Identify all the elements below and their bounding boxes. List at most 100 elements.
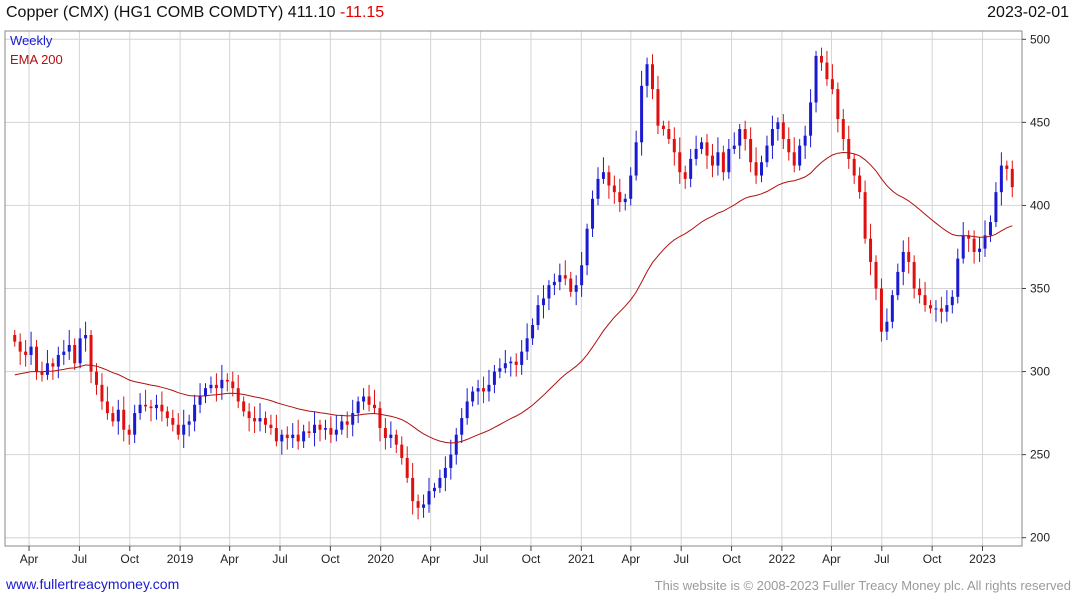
candle-body: [1010, 168, 1014, 188]
candle-body: [749, 138, 753, 163]
candle-body: [760, 162, 764, 176]
x-tick-label: Jul: [72, 552, 87, 566]
y-axis: 200 250 300 350 400 450 500: [1022, 32, 1050, 545]
candle-body: [700, 142, 704, 149]
candle-body: [51, 363, 55, 367]
candle-body: [591, 198, 595, 229]
candle-body: [465, 401, 469, 419]
candle-body: [193, 404, 197, 422]
candle-body: [967, 235, 971, 239]
candle-body: [247, 411, 251, 419]
candle-body: [787, 138, 791, 153]
candle-body: [280, 434, 284, 442]
copyright-text: This website is © 2008-2023 Fuller Treac…: [654, 578, 1071, 593]
candle-body: [552, 281, 556, 286]
candle-body: [160, 404, 164, 412]
candle-body: [596, 178, 600, 199]
candle-body: [961, 235, 965, 259]
candle-body: [225, 379, 229, 382]
candle-body: [449, 454, 453, 468]
chart-date: 2023-02-01: [987, 4, 1069, 21]
candle-body: [727, 148, 731, 173]
candle-body: [939, 308, 943, 312]
candle-body: [236, 388, 240, 402]
candle-body: [67, 344, 71, 352]
candle-body: [56, 354, 60, 367]
candle-body: [732, 145, 736, 149]
x-tick-label: Apr: [421, 552, 440, 566]
candle-body: [558, 275, 562, 282]
x-tick-label: Oct: [120, 552, 139, 566]
candle-body: [509, 361, 513, 364]
ema-200-line: [14, 151, 1013, 444]
candle-body: [62, 351, 66, 355]
candle-body: [133, 413, 137, 435]
candle-body: [78, 338, 82, 364]
candle-body: [427, 491, 431, 505]
candle-body: [901, 251, 905, 272]
x-tick-label: Apr: [220, 552, 239, 566]
x-tick-label: 2022: [769, 552, 796, 566]
candle-body: [487, 384, 491, 392]
candle-body: [400, 444, 404, 458]
candle-body: [372, 404, 376, 409]
candle-body: [334, 429, 338, 435]
candle-body: [18, 341, 22, 352]
candle-body: [983, 235, 987, 249]
candle-body: [618, 192, 622, 203]
candle-body: [710, 155, 714, 166]
x-tick-label: 2019: [167, 552, 194, 566]
candle-body: [798, 145, 802, 166]
candle-body: [934, 308, 938, 310]
candle-body: [814, 55, 818, 103]
candle-body: [356, 401, 360, 414]
candle-body: [242, 401, 246, 412]
candle-body: [198, 396, 202, 405]
site-link[interactable]: www.fullertreacymoney.com: [6, 576, 180, 592]
candle-body: [416, 501, 420, 508]
x-tick-label: Jul: [874, 552, 889, 566]
candle-body: [498, 368, 502, 372]
candle-body: [492, 371, 496, 385]
candle-body: [323, 428, 327, 430]
title-text: Copper (CMX) (HG1 COMB COMDTY) 411.10: [6, 4, 336, 21]
candle-body: [73, 344, 77, 364]
candle-body: [263, 418, 267, 425]
candle-body: [187, 421, 191, 425]
candle-body: [525, 338, 529, 352]
candle-body: [825, 62, 829, 80]
candle-body: [1005, 165, 1009, 169]
candle-body: [776, 122, 780, 130]
candle-body: [885, 321, 889, 332]
legend-ema: EMA 200: [10, 52, 63, 67]
candle-body: [154, 404, 158, 409]
candle-body: [345, 421, 349, 425]
candle-body: [950, 296, 954, 306]
candle-body: [656, 89, 660, 126]
candle-body: [781, 122, 785, 139]
candle-body: [929, 305, 933, 309]
legend-weekly: Weekly: [10, 33, 53, 48]
candle-body: [547, 285, 551, 299]
candle-body: [29, 346, 33, 355]
candle-body: [149, 406, 153, 409]
candle-body: [269, 424, 273, 429]
candle-body: [24, 351, 28, 355]
x-tick-label: Jul: [272, 552, 287, 566]
candle-body: [89, 335, 93, 372]
candle-body: [541, 298, 545, 306]
y-tick-label: 300: [1030, 365, 1050, 379]
candle-body: [830, 79, 834, 90]
candle-body: [296, 434, 300, 442]
x-tick-label: 2020: [367, 552, 394, 566]
x-tick-label: Oct: [923, 552, 942, 566]
candle-body: [661, 125, 665, 130]
candle-body: [716, 152, 720, 166]
candle-body: [105, 401, 109, 414]
y-tick-label: 400: [1030, 198, 1050, 212]
candle-body: [383, 428, 387, 439]
candle-body: [220, 379, 224, 389]
candle-body: [482, 388, 486, 392]
candle-body: [258, 418, 262, 422]
candle-body: [574, 285, 578, 292]
